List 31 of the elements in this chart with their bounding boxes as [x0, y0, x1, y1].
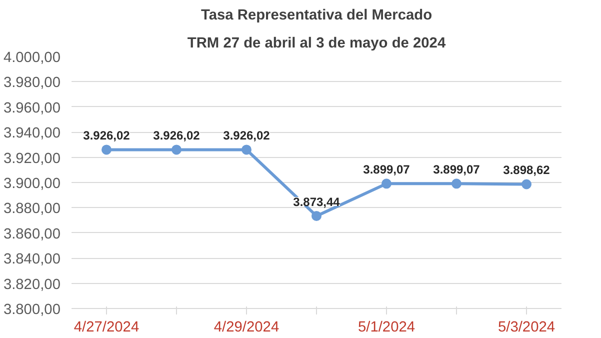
- y-tick-label: 4.000,00: [3, 50, 61, 66]
- chart-title: Tasa Representativa del Mercado: [200, 8, 432, 24]
- point: [172, 144, 182, 155]
- data-label: 3.898,62: [503, 163, 550, 178]
- y-tick-label: 3.840,00: [3, 252, 61, 268]
- data-label: 3.926,02: [83, 128, 130, 143]
- x-tick-label: 5/1/2024: [358, 320, 416, 336]
- point: [102, 144, 112, 155]
- data-label: 3.926,02: [153, 128, 200, 143]
- y-tick-label: 3.940,00: [3, 126, 61, 142]
- y-tick-label: 3.920,00: [3, 150, 61, 167]
- y-tick-label: 3.820,00: [3, 276, 61, 293]
- y-tick-label: 3.880,00: [3, 201, 61, 218]
- point: [382, 178, 392, 189]
- y-tick-label: 3.860,00: [3, 226, 61, 242]
- x-tick-label: 5/3/2024: [498, 320, 556, 336]
- y-tick-label: 3.900,00: [3, 176, 61, 192]
- point: [452, 178, 462, 189]
- data-label: 3.873,44: [293, 194, 340, 209]
- chart-subtitle: TRM 27 de abril al 3 de mayo de 2024: [187, 36, 446, 52]
- point: [312, 210, 322, 221]
- data-label: 3.899,07: [433, 162, 480, 177]
- y-tick-label: 3.960,00: [3, 100, 61, 116]
- point: [242, 144, 252, 155]
- y-tick-label: 3.980,00: [3, 75, 61, 92]
- point: [522, 179, 532, 190]
- data-label: 3.899,07: [363, 162, 410, 177]
- y-tick-label: 3.800,00: [3, 302, 61, 318]
- data-label: 3.926,02: [223, 128, 270, 143]
- x-tick-label: 4/27/2024: [74, 320, 140, 336]
- x-tick-label: 4/29/2024: [214, 320, 280, 336]
